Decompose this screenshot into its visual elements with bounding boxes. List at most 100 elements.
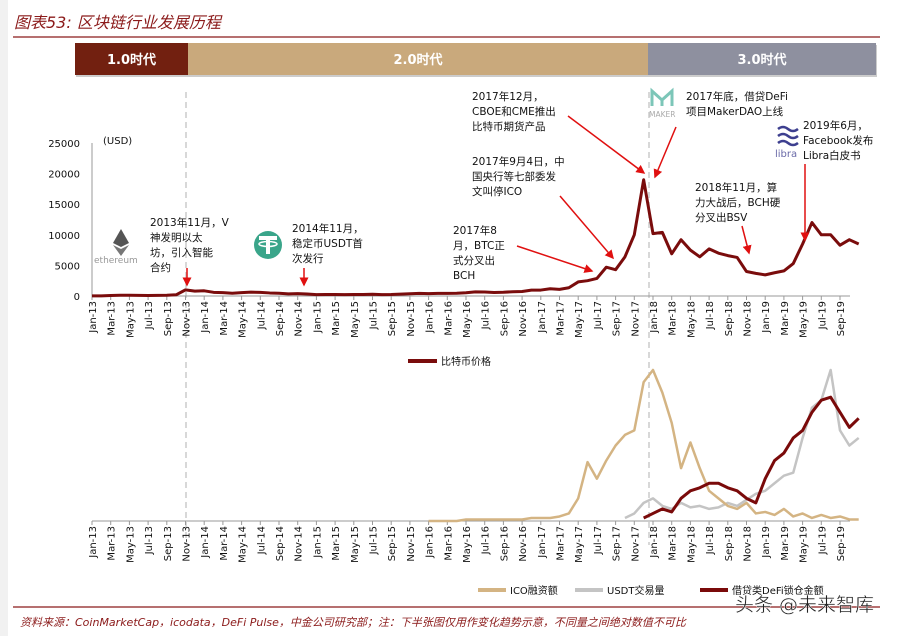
- x-tick-label: Jan-16: [425, 526, 436, 559]
- x-tick-label: Sep-16: [499, 301, 510, 336]
- annotation-text-makerdao: 项目MakerDAO上线: [686, 105, 784, 118]
- y-tick-label: 5000: [55, 261, 80, 272]
- x-tick-label: May-15: [350, 526, 361, 563]
- figure-title: 图表53: 区块链行业发展历程: [14, 13, 223, 32]
- series-line-defi: [642, 395, 860, 520]
- annotation-text-libra: Libra白皮书: [803, 149, 861, 162]
- x-tick-label: May-13: [125, 526, 136, 563]
- x-tick-label: Nov-16: [518, 301, 529, 337]
- annotation-arrow-ico-ban: [559, 195, 614, 260]
- x-tick-label: Jul-18: [705, 526, 716, 555]
- x-tick-label: Nov-14: [294, 301, 305, 337]
- x-tick-label: Jan-14: [200, 301, 211, 334]
- legends: 比特币价格 ICO融资额 USDT交易量 借贷类DeFi锁仓金额: [408, 355, 824, 597]
- x-tick-label: Mar-13: [107, 526, 118, 561]
- x-tick-label: Jan-18: [649, 526, 660, 559]
- x-tick-label: Nov-18: [743, 526, 754, 562]
- series-line-ico: [428, 368, 859, 523]
- annotation-text-usdt: 稳定币USDT首: [292, 237, 363, 250]
- x-tick-label: Mar-18: [668, 301, 679, 336]
- era-bar: 1.0时代 2.0时代 3.0时代: [75, 43, 877, 77]
- annotation-text-futures: 比特币期货产品: [472, 120, 546, 133]
- x-tick-label: Jul-16: [481, 526, 492, 555]
- era-block: [75, 43, 188, 75]
- x-tick-label: Mar-14: [219, 526, 230, 561]
- x-tick-label: May-14: [238, 301, 249, 338]
- x-tick-label: Sep-18: [724, 301, 735, 336]
- annotation-arrow-futures: [567, 115, 646, 174]
- legend-label-defi: 借贷类DeFi锁仓金额: [732, 584, 824, 597]
- annotation-text-ico-ban: 文叫停ICO: [472, 185, 522, 198]
- annotation-text-ethereum: 合约: [150, 261, 171, 274]
- ethereum-logo-icon: ethereum: [94, 229, 138, 266]
- x-tick-label: May-18: [686, 301, 697, 338]
- x-tick-label: May-19: [799, 526, 810, 563]
- x-tick-label: Jul-15: [369, 301, 380, 330]
- x-tick-label: Sep-14: [275, 526, 286, 561]
- maker-logo-icon: MAKER: [649, 87, 675, 119]
- x-tick-label: Jan-19: [761, 301, 772, 334]
- x-tick-label: Jul-19: [817, 526, 828, 555]
- annotation-text-futures: 2017年12月，: [472, 90, 544, 103]
- x-tick-label: Nov-16: [518, 526, 529, 562]
- x-tick-label: Nov-18: [743, 301, 754, 337]
- x-tick-label: Sep-19: [836, 301, 847, 336]
- x-tick-label: Sep-18: [724, 526, 735, 561]
- x-tick-label: Jul-13: [144, 526, 155, 555]
- annotation-text-futures: CBOE和CME推出: [472, 105, 556, 118]
- annotation-text-usdt: 2014年11月，: [292, 222, 364, 235]
- era-dividers: [185, 92, 650, 545]
- svg-text:ethereum: ethereum: [94, 256, 138, 266]
- y-tick-label: 10000: [48, 231, 80, 242]
- x-tick-label: Jan-16: [425, 301, 436, 334]
- x-tick-label: May-15: [350, 301, 361, 338]
- x-tick-label: Nov-13: [182, 526, 193, 562]
- x-tick-label: Jul-15: [369, 526, 380, 555]
- x-tick-label: Jul-17: [593, 301, 604, 330]
- annotation-text-bch: 2017年8: [453, 224, 497, 237]
- x-tick-label: May-16: [462, 301, 473, 338]
- x-tick-label: Jul-13: [144, 301, 155, 330]
- y-tick-label: 25000: [48, 139, 80, 150]
- x-tick-label: May-18: [686, 526, 697, 563]
- x-tick-label: May-17: [574, 526, 585, 563]
- y-tick-label: 20000: [48, 170, 80, 181]
- legend-label-ico: ICO融资额: [510, 584, 558, 597]
- x-tick-label: Nov-15: [406, 526, 417, 562]
- era-label: 2.0时代: [393, 52, 442, 68]
- x-tick-label: Jan-13: [88, 526, 99, 559]
- annotation-text-libra: Facebook发布: [803, 134, 873, 147]
- x-tick-label: Mar-19: [780, 301, 791, 336]
- x-tick-label: Jul-19: [817, 301, 828, 330]
- x-tick-label: Mar-16: [443, 526, 454, 561]
- annotation-text-bsv: 分叉出BSV: [695, 211, 748, 224]
- era-block: [648, 43, 876, 75]
- x-tick-label: May-16: [462, 526, 473, 563]
- x-tick-label: Jan-17: [537, 301, 548, 334]
- annotation-text-libra: 2019年6月，: [803, 119, 868, 132]
- x-tick-label: Jan-14: [200, 526, 211, 559]
- x-tick-label: Jan-19: [761, 526, 772, 559]
- y-axis-unit: (USD): [103, 136, 132, 147]
- x-tick-label: May-17: [574, 301, 585, 338]
- legend-label-usdt: USDT交易量: [607, 584, 664, 597]
- x-tick-label: Sep-13: [163, 526, 174, 561]
- annotation-text-bch: 式分叉出: [453, 254, 495, 267]
- x-tick-label: Mar-17: [556, 526, 567, 561]
- x-tick-label: Mar-17: [556, 301, 567, 336]
- x-tick-label: Sep-13: [163, 301, 174, 336]
- source-note: 资料来源：CoinMarketCap，icodata，DeFi Pulse，中金…: [20, 616, 687, 629]
- annotation-text-ico-ban: 国央行等七部委发: [472, 170, 556, 183]
- x-tick-label: Sep-15: [387, 301, 398, 336]
- x-tick-label: May-14: [238, 526, 249, 563]
- annotation-text-makerdao: 2017年底，借贷DeFi: [686, 90, 788, 103]
- era-label: 1.0时代: [107, 52, 156, 68]
- x-tick-label: Jan-13: [88, 301, 99, 334]
- left-margin: [0, 0, 8, 636]
- x-tick-label: Nov-17: [630, 526, 641, 562]
- svg-text:MAKER: MAKER: [649, 110, 675, 119]
- annotation-text-ethereum: 坊，引入智能: [150, 246, 213, 259]
- x-tick-label: Jan-17: [537, 526, 548, 559]
